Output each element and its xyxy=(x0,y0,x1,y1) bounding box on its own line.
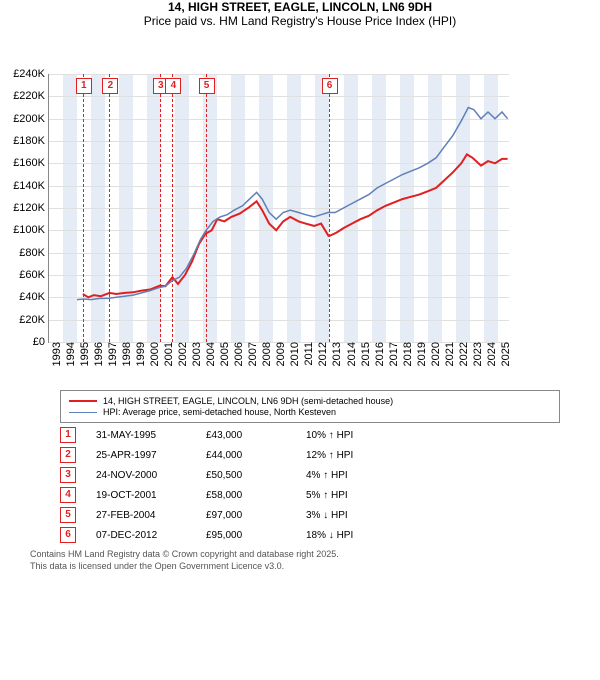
txn-price: £95,000 xyxy=(206,530,306,541)
txn-date: 19-OCT-2001 xyxy=(96,490,206,501)
x-tick-label: 2024 xyxy=(484,342,498,366)
x-tick-label: 1998 xyxy=(119,342,133,366)
transaction-row: 4 19-OCT-2001£58,0005% ↑ HPI xyxy=(60,487,600,503)
legend-row: 14, HIGH STREET, EAGLE, LINCOLN, LN6 9DH… xyxy=(69,396,551,406)
x-tick-label: 2003 xyxy=(189,342,203,366)
txn-date: 24-NOV-2000 xyxy=(96,470,206,481)
transaction-row: 1 31-MAY-1995£43,00010% ↑ HPI xyxy=(60,427,600,443)
y-tick-label: £20K xyxy=(19,314,49,326)
footnote-line1: Contains HM Land Registry data © Crown c… xyxy=(30,549,590,561)
x-tick-label: 2000 xyxy=(147,342,161,366)
x-tick-label: 2015 xyxy=(358,342,372,366)
y-tick-label: £160K xyxy=(13,157,49,169)
legend-swatch xyxy=(69,412,97,413)
txn-marker: 4 xyxy=(60,487,76,503)
txn-diff: 10% ↑ HPI xyxy=(306,430,426,441)
x-tick-label: 2020 xyxy=(428,342,442,366)
y-tick-label: £220K xyxy=(13,90,49,102)
series-hpi xyxy=(77,108,508,300)
x-tick-label: 2021 xyxy=(442,342,456,366)
y-tick-label: £0 xyxy=(33,336,49,348)
transaction-row: 3 24-NOV-2000£50,5004% ↑ HPI xyxy=(60,467,600,483)
x-tick-label: 2005 xyxy=(217,342,231,366)
transaction-row: 5 27-FEB-2004£97,0003% ↓ HPI xyxy=(60,507,600,523)
txn-marker: 2 xyxy=(60,447,76,463)
x-tick-label: 2006 xyxy=(231,342,245,366)
txn-marker: 6 xyxy=(60,527,76,543)
txn-diff: 4% ↑ HPI xyxy=(306,470,426,481)
x-tick-label: 2022 xyxy=(456,342,470,366)
txn-price: £97,000 xyxy=(206,510,306,521)
y-tick-label: £240K xyxy=(13,68,49,80)
x-tick-label: 1996 xyxy=(91,342,105,366)
txn-diff: 12% ↑ HPI xyxy=(306,450,426,461)
x-tick-label: 1995 xyxy=(77,342,91,366)
x-tick-label: 2023 xyxy=(470,342,484,366)
txn-date: 27-FEB-2004 xyxy=(96,510,206,521)
x-tick-label: 2008 xyxy=(259,342,273,366)
y-tick-label: £140K xyxy=(13,180,49,192)
price-chart: £0 £20K £40K £60K £80K £100K £120K £140K £160K £1… xyxy=(0,32,520,382)
y-tick-label: £100K xyxy=(13,224,49,236)
txn-diff: 5% ↑ HPI xyxy=(306,490,426,501)
txn-price: £50,500 xyxy=(206,470,306,481)
x-tick-label: 2018 xyxy=(400,342,414,366)
transactions-table: 1 31-MAY-1995£43,00010% ↑ HPI 2 25-APR-1997… xyxy=(60,427,600,543)
txn-price: £43,000 xyxy=(206,430,306,441)
x-tick-label: 2007 xyxy=(245,342,259,366)
x-tick-label: 2011 xyxy=(301,342,315,366)
x-tick-label: 2013 xyxy=(329,342,343,366)
txn-price: £44,000 xyxy=(206,450,306,461)
x-tick-label: 2014 xyxy=(344,342,358,366)
txn-date: 25-APR-1997 xyxy=(96,450,206,461)
footnote-line2: This data is licensed under the Open Gov… xyxy=(30,561,590,573)
y-tick-label: £200K xyxy=(13,113,49,125)
x-tick-label: 2009 xyxy=(273,342,287,366)
x-tick-label: 2017 xyxy=(386,342,400,366)
y-tick-label: £120K xyxy=(13,202,49,214)
txn-marker: 1 xyxy=(60,427,76,443)
x-tick-label: 2001 xyxy=(161,342,175,366)
footnote: Contains HM Land Registry data © Crown c… xyxy=(30,549,590,572)
x-tick-label: 1999 xyxy=(133,342,147,366)
plot-area: £0£20K£40K£60K£80K£100K£120K£140K£160K£1… xyxy=(48,74,509,343)
txn-date: 07-DEC-2012 xyxy=(96,530,206,541)
x-tick-label: 2025 xyxy=(498,342,512,366)
x-tick-label: 2019 xyxy=(414,342,428,366)
txn-price: £58,000 xyxy=(206,490,306,501)
chart-legend: 14, HIGH STREET, EAGLE, LINCOLN, LN6 9DH… xyxy=(60,390,560,423)
legend-label: HPI: Average price, semi-detached house,… xyxy=(103,407,336,417)
legend-label: 14, HIGH STREET, EAGLE, LINCOLN, LN6 9DH… xyxy=(103,396,393,406)
x-tick-label: 2012 xyxy=(315,342,329,366)
x-tick-label: 1993 xyxy=(49,342,63,366)
transaction-row: 6 07-DEC-2012£95,00018% ↓ HPI xyxy=(60,527,600,543)
x-tick-label: 2004 xyxy=(203,342,217,366)
transaction-row: 2 25-APR-1997£44,00012% ↑ HPI xyxy=(60,447,600,463)
x-tick-label: 1994 xyxy=(63,342,77,366)
chart-title-line2: Price paid vs. HM Land Registry's House … xyxy=(0,14,600,28)
y-tick-label: £180K xyxy=(13,135,49,147)
txn-diff: 3% ↓ HPI xyxy=(306,510,426,521)
legend-swatch xyxy=(69,400,97,402)
txn-marker: 3 xyxy=(60,467,76,483)
x-tick-label: 2010 xyxy=(287,342,301,366)
x-tick-label: 2002 xyxy=(175,342,189,366)
y-tick-label: £80K xyxy=(19,247,49,259)
series-price-paid xyxy=(83,154,508,297)
txn-date: 31-MAY-1995 xyxy=(96,430,206,441)
series-svg xyxy=(49,74,509,342)
txn-diff: 18% ↓ HPI xyxy=(306,530,426,541)
legend-row: HPI: Average price, semi-detached house,… xyxy=(69,407,551,417)
y-tick-label: £60K xyxy=(19,269,49,281)
chart-title-line1: 14, HIGH STREET, EAGLE, LINCOLN, LN6 9DH xyxy=(0,0,600,14)
y-tick-label: £40K xyxy=(19,291,49,303)
x-tick-label: 2016 xyxy=(372,342,386,366)
txn-marker: 5 xyxy=(60,507,76,523)
x-tick-label: 1997 xyxy=(105,342,119,366)
